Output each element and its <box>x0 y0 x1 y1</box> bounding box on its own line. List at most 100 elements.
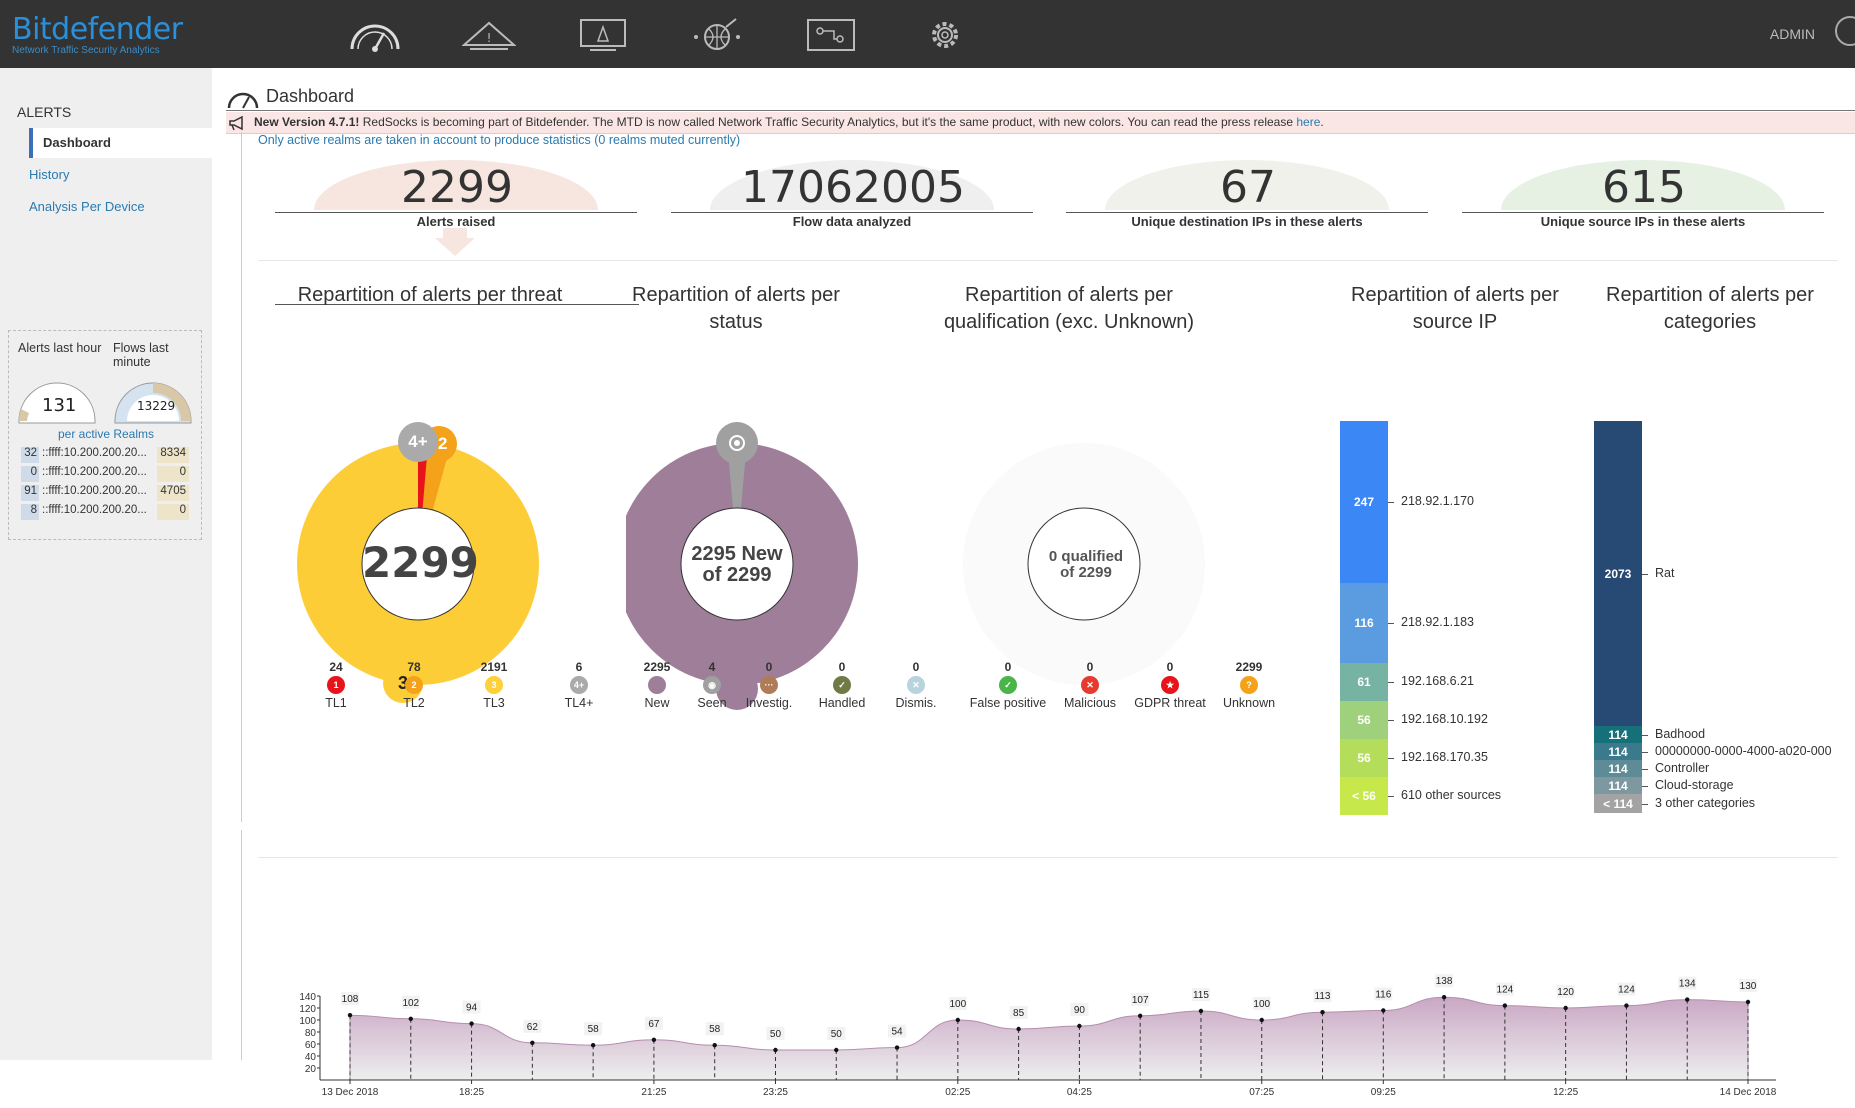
legend-item-status[interactable]: 0 ✕ Dismis. <box>876 660 956 710</box>
stat-unique-source-ips[interactable]: 615 <box>1462 160 1826 260</box>
stat-flow-data[interactable]: 17062005 <box>671 160 1035 260</box>
data-label-bg <box>1191 988 1210 1001</box>
srcbar-segment[interactable]: 61 <box>1340 663 1388 701</box>
tl4-badge[interactable] <box>398 422 438 462</box>
data-point[interactable] <box>590 1043 596 1048</box>
data-point[interactable] <box>1320 1010 1325 1015</box>
user-menu[interactable]: ADMIN <box>1769 26 1815 42</box>
realm-row[interactable]: 91::ffff:10.200.200.20... 4705 <box>21 485 189 501</box>
srcbar-segment[interactable]: 116 <box>1340 583 1388 663</box>
srcbar-segment[interactable]: < 56 <box>1340 777 1388 815</box>
legend-item-threat[interactable]: 2191 3 TL3 <box>454 660 534 710</box>
legend-dot-icon: 4+ <box>570 676 588 694</box>
press-release-link[interactable]: here <box>1296 115 1321 129</box>
legend-item-threat[interactable]: 24 1 TL1 <box>296 660 376 710</box>
tl2-badge-label: 2 <box>438 434 448 453</box>
flow-diagram-icon[interactable] <box>774 10 888 60</box>
data-point[interactable] <box>1077 1023 1082 1029</box>
data-point[interactable] <box>1563 1005 1568 1011</box>
data-point[interactable] <box>1381 1008 1386 1013</box>
alerts-last-hour-label: Alerts last hour <box>18 341 102 355</box>
data-point[interactable] <box>1198 1008 1204 1014</box>
data-point[interactable] <box>834 1047 839 1053</box>
srcbar-segment[interactable]: 56 <box>1340 701 1388 739</box>
sidebar-item-dashboard[interactable]: Dashboard <box>29 128 212 158</box>
stat-alerts-raised[interactable]: 2299 <box>275 160 639 305</box>
data-label: 115 <box>1193 990 1209 1001</box>
data-label-bg <box>705 1022 724 1036</box>
qualification-donut-chart[interactable] <box>963 438 1213 688</box>
data-label-bg <box>766 1027 785 1040</box>
user-avatar-icon[interactable] <box>1835 16 1855 46</box>
data-point[interactable] <box>530 1040 535 1045</box>
bar-label-tick <box>1642 751 1648 753</box>
data-label-bg <box>1678 976 1697 990</box>
legend-item-qualification[interactable]: 0 ✕ Malicious <box>1050 660 1130 710</box>
alerts-tent-icon[interactable]: ! <box>432 10 546 60</box>
stat-caption: Unique destination IPs in these alerts <box>1131 214 1363 229</box>
legend-dot-icon: ◉ <box>703 676 721 694</box>
data-point[interactable] <box>651 1037 657 1042</box>
data-point[interactable] <box>1624 1003 1629 1008</box>
dashboard-gauge-icon[interactable] <box>318 10 432 60</box>
data-point[interactable] <box>1137 1013 1143 1018</box>
brand-logo[interactable]: Bitdefender Network Traffic Security Ana… <box>12 12 183 56</box>
x-tick-label: 12:25 <box>1553 1087 1578 1098</box>
realm-row[interactable]: 32::ffff:10.200.200.20... 8334 <box>21 447 189 463</box>
catbar-segment[interactable]: < 114 <box>1594 794 1642 813</box>
data-point[interactable] <box>1502 1003 1508 1008</box>
srcbar-segment[interactable]: 247 <box>1340 421 1388 583</box>
main-content: Dashboard New Version 4.7.1! RedSocks is… <box>226 68 1855 1098</box>
device-monitor-icon[interactable] <box>546 10 660 60</box>
data-point[interactable] <box>894 1045 900 1050</box>
flows-last-minute-label: Flows last minute <box>113 341 169 369</box>
legend-count: 2299 <box>1235 660 1263 674</box>
legend-label: GDPR threat <box>1134 696 1206 710</box>
x-tick-label: 07:25 <box>1249 1087 1274 1098</box>
data-point[interactable] <box>1016 1026 1021 1032</box>
data-point[interactable] <box>1259 1017 1264 1023</box>
legend-item-threat[interactable]: 78 2 TL2 <box>374 660 454 710</box>
legend-item-qualification[interactable]: 0 ✓ False positive <box>968 660 1048 710</box>
data-point[interactable] <box>1685 997 1690 1002</box>
sidebar-item-analysis-per-device[interactable]: Analysis Per Device <box>29 199 145 214</box>
data-point[interactable] <box>469 1021 474 1026</box>
legend-item-qualification[interactable]: 2299? Unknown <box>1209 660 1289 710</box>
data-point[interactable] <box>773 1047 778 1053</box>
data-point[interactable] <box>347 1013 353 1018</box>
stat-unique-dest-ips[interactable]: 67 <box>1066 160 1430 260</box>
data-label: 113 <box>1315 991 1331 1002</box>
srcbar-segment[interactable]: 56 <box>1340 739 1388 777</box>
realm-row[interactable]: 8::ffff:10.200.200.20... 0 <box>21 504 189 520</box>
catbar-segment[interactable]: 114 <box>1594 777 1642 794</box>
data-point[interactable] <box>955 1017 961 1023</box>
data-label: 62 <box>527 1022 539 1033</box>
legend-item-threat[interactable]: 6 4+ TL4+ <box>539 660 619 710</box>
network-globe-icon[interactable] <box>660 10 774 60</box>
data-point[interactable] <box>1745 999 1751 1005</box>
data-point[interactable] <box>408 1016 413 1021</box>
legend-item-status[interactable]: 2295 New <box>617 660 697 710</box>
sidebar-item-history[interactable]: History <box>29 167 70 182</box>
catbar-label: 00000000-0000-4000-a020-000 <box>1655 743 1832 758</box>
x-tick-label: 23:25 <box>763 1087 788 1098</box>
legend-item-status[interactable]: 0 ··· Investig. <box>729 660 809 710</box>
legend-item-status[interactable]: 4 ◉ Seen <box>672 660 752 710</box>
legend-item-qualification[interactable]: 0 ★ GDPR threat <box>1130 660 1210 710</box>
status-donut-chart[interactable] <box>626 418 866 718</box>
legend-item-status[interactable]: 0 ✓ Handled <box>802 660 882 710</box>
data-point[interactable] <box>712 1043 717 1048</box>
realm-row[interactable]: 0::ffff:10.200.200.20... 0 <box>21 466 189 482</box>
legend-count: 6 <box>575 660 583 674</box>
catbar-segment[interactable]: 114 <box>1594 743 1642 760</box>
alerts-gauge <box>18 382 96 424</box>
settings-gear-icon[interactable] <box>888 10 1002 60</box>
catbar-segment[interactable]: 114 <box>1594 726 1642 743</box>
catbar-segment[interactable]: 2073 <box>1594 421 1642 726</box>
data-point[interactable] <box>1441 995 1447 1000</box>
catbar-segment[interactable]: 114 <box>1594 760 1642 777</box>
data-label: 90 <box>1074 1005 1086 1016</box>
threat-donut-chart[interactable] <box>282 418 582 718</box>
srcbar-label: 192.168.170.35 <box>1401 750 1488 764</box>
